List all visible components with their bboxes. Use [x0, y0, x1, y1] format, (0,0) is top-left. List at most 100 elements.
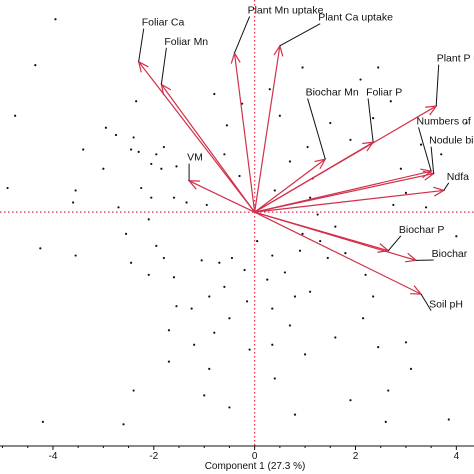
score-point	[193, 343, 196, 346]
score-point	[389, 100, 392, 103]
score-point	[175, 165, 178, 168]
score-point	[447, 418, 450, 421]
score-point	[74, 189, 77, 192]
leader-line-numbers-of-nodules	[418, 127, 432, 172]
score-point	[303, 353, 307, 356]
score-point	[293, 413, 297, 416]
score-point	[160, 167, 163, 170]
score-point	[147, 273, 150, 276]
leader-line-biochar-mn	[307, 98, 326, 160]
score-point	[248, 348, 251, 351]
loading-vector-vm	[188, 180, 255, 213]
score-point	[54, 18, 57, 21]
score-point	[208, 367, 211, 370]
score-point	[288, 324, 292, 327]
score-point	[309, 196, 312, 199]
score-point	[200, 259, 203, 262]
score-point	[372, 295, 375, 298]
score-point	[39, 247, 42, 250]
x-axis: -4 -2 0 2 4	[0, 445, 474, 462]
loading-label-plant-p-uptake: Plant P uptake	[437, 53, 474, 65]
score-point	[72, 201, 75, 204]
loading-label-nodule-biomass: Nodule biomass	[429, 135, 474, 147]
leader-line-plant-ca-uptake	[279, 23, 321, 47]
score-point	[132, 136, 135, 139]
score-point	[309, 290, 312, 293]
score-point	[271, 307, 274, 310]
score-point	[167, 360, 171, 363]
loading-label-plant-ca-uptake: Plant Ca uptake	[318, 12, 393, 24]
score-point	[155, 244, 158, 248]
score-point	[6, 186, 9, 190]
score-point	[326, 256, 329, 260]
score-point	[137, 150, 140, 153]
loading-vector-foliar-p	[254, 141, 374, 213]
score-point	[238, 174, 241, 178]
loading-vector-ndfa	[254, 189, 444, 213]
score-point	[162, 256, 165, 260]
score-point	[243, 268, 246, 272]
loading-vectors	[137, 44, 446, 295]
loading-vector-biochar	[254, 211, 417, 261]
score-point	[293, 295, 297, 298]
score-point	[404, 191, 408, 194]
loading-vector-soil-ph	[254, 211, 422, 295]
loading-label-biochar-p: Biochar P	[399, 224, 445, 236]
loading-label-foliar-mn: Foliar Mn	[164, 36, 208, 48]
score-point	[102, 167, 105, 170]
score-point	[82, 148, 85, 151]
score-point	[349, 138, 352, 141]
score-point	[223, 153, 226, 156]
x-tick-label: -2	[149, 451, 158, 462]
score-point	[419, 143, 423, 146]
arrowhead-plant-p-uptake	[425, 105, 438, 116]
loading-label-vm: VM	[187, 152, 203, 164]
score-point	[266, 278, 269, 281]
score-point	[228, 317, 231, 320]
score-point	[167, 329, 171, 332]
score-point	[140, 186, 143, 190]
score-point	[399, 167, 402, 170]
score-point	[359, 78, 362, 81]
zero-reference-lines	[0, 0, 474, 446]
score-point	[316, 213, 319, 216]
x-tick-label: -4	[48, 451, 57, 462]
score-point	[155, 153, 158, 156]
score-point	[230, 256, 234, 260]
score-point	[162, 145, 165, 149]
score-point	[203, 394, 206, 397]
score-point	[256, 239, 259, 243]
score-point	[218, 261, 221, 264]
loading-label-numbers-of-nodules: Numbers of nodules	[417, 115, 474, 127]
score-point	[213, 331, 216, 334]
score-point	[172, 196, 176, 199]
leader-line-foliar-mn	[160, 47, 167, 85]
loading-vector-foliar-mn	[160, 84, 256, 213]
score-point	[301, 232, 304, 235]
score-point	[205, 203, 208, 207]
leader-line-foliar-p	[367, 98, 374, 143]
loading-vector-plant-ca-uptake	[254, 45, 281, 213]
score-point	[135, 100, 138, 103]
score-point	[298, 249, 302, 252]
score-point	[440, 153, 443, 156]
loading-vector-foliar-ca	[138, 61, 256, 213]
leader-line-soil-ph	[420, 293, 432, 311]
score-point	[268, 88, 271, 91]
score-point	[377, 66, 380, 69]
score-point	[301, 66, 304, 69]
score-point	[190, 307, 193, 310]
score-point	[132, 389, 135, 392]
leader-line-plant-mn-uptake	[234, 16, 251, 54]
score-point	[117, 206, 120, 209]
loading-label-biochar-mn: Biochar Mn	[306, 86, 359, 98]
loading-label-foliar-ca: Foliar Ca	[142, 17, 185, 29]
score-point	[278, 114, 281, 117]
score-point	[228, 406, 231, 409]
loading-label-plant-mn-uptake: Plant Mn uptake	[248, 4, 324, 16]
score-point	[329, 121, 332, 125]
loading-vector-nodule-biomass	[254, 172, 434, 213]
score-point	[185, 201, 188, 204]
leader-line-ndfa	[443, 182, 450, 191]
